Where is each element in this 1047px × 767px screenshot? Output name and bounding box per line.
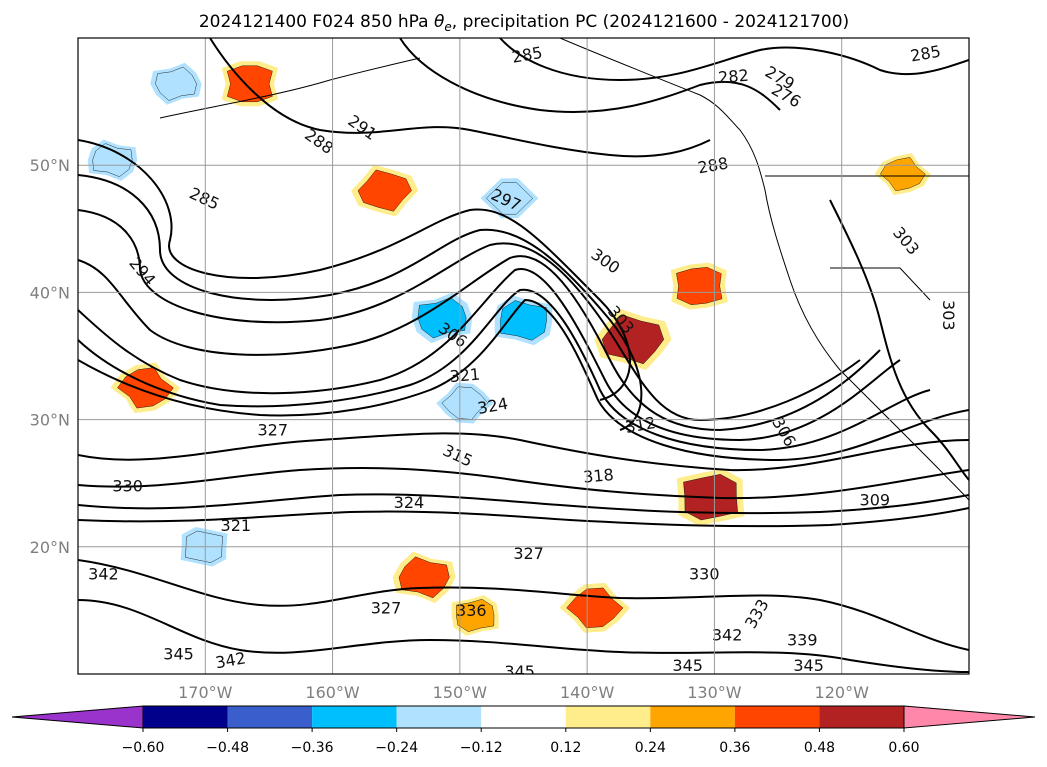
contour-line <box>78 288 931 452</box>
colorbar-tick-label: 0.48 <box>804 740 835 756</box>
contour-label: 339 <box>787 630 818 649</box>
colorbar-segment <box>312 706 397 728</box>
colorbar-tick-labels: −0.60 −0.48 −0.36 −0.24 −0.12 0.12 0.24 0.36 0.4… <box>122 728 920 756</box>
precip-patch <box>357 169 412 212</box>
colorbar-outline <box>142 705 905 729</box>
contour-label: 327 <box>513 544 544 563</box>
precip-patch <box>441 386 489 420</box>
contour-label: 327 <box>371 599 402 618</box>
contour-label: 342 <box>88 564 119 583</box>
colorbar-segments <box>11 705 1036 729</box>
lon-tick-label: 130°W <box>687 683 742 702</box>
lon-tick-label: 150°W <box>433 683 488 702</box>
colorbar-tick-label: −0.24 <box>375 740 418 756</box>
lat-tick-label: 50°N <box>30 156 70 175</box>
contour-line <box>78 255 881 432</box>
latitude-tick-labels: 20°N 30°N 40°N 50°N <box>30 156 70 557</box>
contour-label: 336 <box>456 601 487 620</box>
colorbar-segment <box>650 706 735 728</box>
contour-label: 345 <box>793 656 824 675</box>
longitude-tick-labels: 170°W 160°W 150°W 140°W 130°W 120°W <box>178 683 869 702</box>
contour-line <box>209 38 711 158</box>
colorbar-extend-min <box>11 705 144 729</box>
contour-label: 345 <box>672 656 703 675</box>
contour-label: 303 <box>939 300 958 331</box>
contour-label: 330 <box>112 477 143 496</box>
precip-patch <box>155 66 197 101</box>
colorbar-extend-max <box>903 705 1036 729</box>
contour-label: 342 <box>712 625 743 644</box>
lon-tick-label: 120°W <box>815 683 870 702</box>
lat-tick-label: 40°N <box>30 283 70 302</box>
contour-line <box>829 199 969 481</box>
colorbar-tick-label: 0.60 <box>888 740 919 756</box>
colorbar-tick-label: 0.36 <box>719 740 750 756</box>
chart-title: 2024121400 F024 850 hPa θe, precipitatio… <box>199 12 849 34</box>
precip-patch <box>601 314 665 365</box>
precip-patch <box>676 267 723 306</box>
contour-label: 330 <box>689 564 720 583</box>
contour-line <box>78 139 631 401</box>
precip-patch <box>486 182 533 215</box>
contour-line <box>78 432 969 472</box>
alaska-peninsula <box>159 57 421 119</box>
colorbar-segment <box>227 706 313 728</box>
contour-line <box>78 559 969 651</box>
contour-label: 324 <box>394 493 425 512</box>
graticule <box>78 38 969 674</box>
contour-line <box>78 467 969 500</box>
lat-tick-label: 30°N <box>30 411 70 430</box>
contour-line <box>78 298 969 462</box>
contour-line <box>78 507 969 528</box>
colorbar-segment <box>565 706 651 728</box>
contour-label: 282 <box>717 66 749 88</box>
colorbar-segment <box>734 706 820 728</box>
colorbar-tick-label: 0.12 <box>550 740 581 756</box>
contour-label: 318 <box>582 465 614 487</box>
colorbar-tick-label: −0.36 <box>291 740 334 756</box>
us-mexico-border <box>830 267 931 301</box>
lon-tick-label: 160°W <box>305 683 360 702</box>
contour-label: 345 <box>163 644 194 663</box>
contour-line <box>78 599 969 673</box>
north-america-coast <box>559 38 969 501</box>
colorbar-tick-label: −0.60 <box>122 740 165 756</box>
precip-patch <box>92 143 133 177</box>
contour-line <box>78 493 969 515</box>
coastlines <box>159 38 969 501</box>
lat-tick-label: 20°N <box>30 538 70 557</box>
colorbar-segment <box>819 706 904 728</box>
colorbar: −0.60 −0.48 −0.36 −0.24 −0.12 0.12 0.24 0.36 0.4… <box>11 705 1036 756</box>
colorbar-segment <box>481 706 566 728</box>
contour-line <box>78 268 901 442</box>
contour-label: 321 <box>449 365 481 387</box>
lon-tick-label: 170°W <box>178 683 233 702</box>
precip-patch <box>500 300 547 341</box>
lon-tick-label: 140°W <box>560 683 615 702</box>
contour-label: 345 <box>504 662 535 681</box>
contour-label: 327 <box>257 421 288 440</box>
colorbar-tick-label: −0.48 <box>206 740 249 756</box>
theta-e-contours <box>78 38 969 673</box>
colorbar-segment <box>143 706 228 728</box>
contour-label: 321 <box>221 516 252 535</box>
map-frame <box>77 37 970 675</box>
contour-line <box>499 38 969 82</box>
colorbar-tick-label: 0.24 <box>635 740 666 756</box>
contour-line <box>399 38 781 113</box>
colorbar-segment <box>396 706 482 728</box>
contour-label: 309 <box>860 491 891 510</box>
map-background <box>78 38 969 674</box>
contour-line <box>78 174 643 431</box>
colorbar-tick-label: −0.12 <box>460 740 503 756</box>
precip-patch <box>456 598 495 632</box>
